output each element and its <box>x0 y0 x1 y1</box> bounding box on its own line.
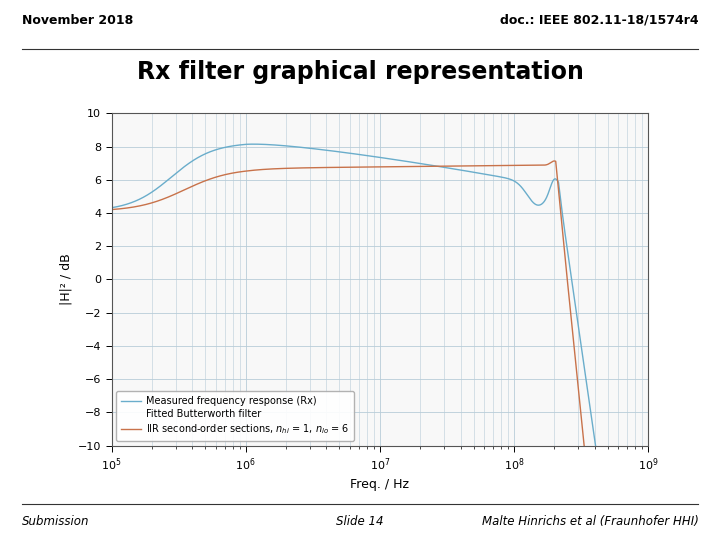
Text: Rx filter graphical representation: Rx filter graphical representation <box>137 60 583 84</box>
IIR second-order sections, n_hi = 1, n_lo = 6 <box>550 158 559 164</box>
IIR second-order sections, n_hi = 1, n_lo = 6 <box>135 203 143 210</box>
Text: Slide 14: Slide 14 <box>336 515 384 528</box>
Measured frequency response (Rx) <box>304 145 312 151</box>
Measured frequency response (Rx) <box>539 199 548 206</box>
Measured frequency response (Rx) <box>650 450 659 457</box>
IIR second-order sections, n_hi = 1, n_lo = 6 <box>304 165 312 171</box>
IIR second-order sections, n_hi = 1, n_lo = 6 <box>452 163 461 170</box>
Text: doc.: IEEE 802.11-18/1574r4: doc.: IEEE 802.11-18/1574r4 <box>500 14 698 26</box>
Text: November 2018: November 2018 <box>22 14 133 26</box>
Measured frequency response (Rx) <box>452 166 461 173</box>
Measured frequency response (Rx) <box>593 450 601 457</box>
IIR second-order sections, n_hi = 1, n_lo = 6 <box>580 450 589 457</box>
Measured frequency response (Rx) <box>428 163 437 169</box>
Y-axis label: |H|² / dB: |H|² / dB <box>59 254 72 305</box>
Line: IIR second-order sections, n_hi = 1, n_lo = 6: IIR second-order sections, n_hi = 1, n_l… <box>112 161 654 454</box>
Text: Submission: Submission <box>22 515 89 528</box>
Measured frequency response (Rx) <box>107 205 116 211</box>
Text: Malte Hinrichs et al (Fraunhofer HHI): Malte Hinrichs et al (Fraunhofer HHI) <box>482 515 698 528</box>
Measured frequency response (Rx) <box>135 196 143 202</box>
X-axis label: Freq. / Hz: Freq. / Hz <box>351 478 409 491</box>
Line: Measured frequency response (Rx): Measured frequency response (Rx) <box>112 144 654 454</box>
Measured frequency response (Rx) <box>249 141 258 147</box>
Measured frequency response (Rx) <box>510 178 518 184</box>
IIR second-order sections, n_hi = 1, n_lo = 6 <box>510 163 518 169</box>
IIR second-order sections, n_hi = 1, n_lo = 6 <box>107 206 116 213</box>
IIR second-order sections, n_hi = 1, n_lo = 6 <box>428 163 437 170</box>
IIR second-order sections, n_hi = 1, n_lo = 6 <box>539 162 547 168</box>
Legend: Measured frequency response (Rx), Fitted Butterworth filter, IIR second-order se: Measured frequency response (Rx), Fitted… <box>117 392 354 441</box>
IIR second-order sections, n_hi = 1, n_lo = 6 <box>650 450 659 457</box>
